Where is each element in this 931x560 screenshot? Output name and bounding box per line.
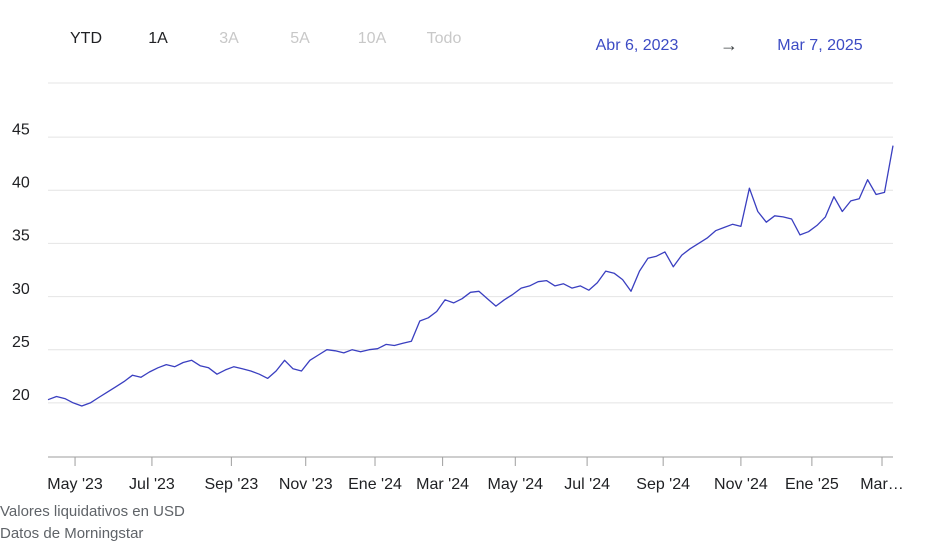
y-tick-label: 20	[12, 387, 30, 404]
date-to[interactable]: Mar 7, 2025	[777, 37, 862, 54]
y-tick-label: 40	[12, 175, 30, 192]
date-from[interactable]: Abr 6, 2023	[596, 37, 679, 54]
x-tick-label: Mar '24	[416, 476, 469, 493]
range-button: 5A	[290, 30, 310, 47]
x-tick-label: Nov '23	[279, 476, 333, 493]
series-line	[47, 145, 894, 407]
footer-source: Datos de Morningstar	[0, 525, 143, 542]
range-button[interactable]: YTD	[70, 30, 102, 47]
range-button: 3A	[219, 30, 239, 47]
x-tick-label: Ene '25	[785, 476, 839, 493]
x-tick-label: Mar…	[860, 476, 904, 493]
range-button: 10A	[358, 30, 387, 47]
x-tick-label: Ene '24	[348, 476, 402, 493]
x-tick-label: Nov '24	[714, 476, 768, 493]
x-tick-label: Sep '23	[204, 476, 258, 493]
y-tick-label: 45	[12, 121, 30, 138]
x-tick-label: Jul '24	[564, 476, 610, 493]
y-tick-label: 25	[12, 334, 30, 351]
y-tick-label: 30	[12, 281, 30, 298]
range-button: Todo	[427, 30, 462, 47]
footer-note: Valores liquidativos en USD	[0, 503, 185, 520]
x-tick-label: Sep '24	[636, 476, 690, 493]
range-arrow: →	[720, 35, 738, 55]
range-button[interactable]: 1A	[148, 30, 168, 47]
x-tick-label: May '23	[47, 476, 103, 493]
x-tick-label: Jul '23	[129, 476, 175, 493]
y-tick-label: 35	[12, 228, 30, 245]
x-tick-label: May '24	[488, 476, 544, 493]
